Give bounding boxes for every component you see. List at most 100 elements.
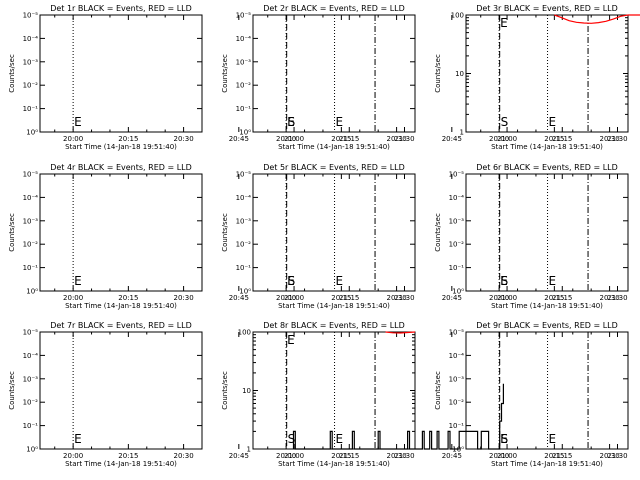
- y-tick-label: 10: [455, 70, 464, 78]
- panel-6: Det 6r BLACK = Events, RED = LLD 10⁰ 10⁻¹ 1…: [434, 163, 629, 310]
- marker-label-e: E: [74, 432, 82, 446]
- panel-4: Det 4r BLACK = Events, RED = LLD 10⁰ 10⁻¹ 1…: [8, 163, 415, 310]
- x-tick-label: 20:30: [173, 294, 193, 302]
- x-tick-label: 21:00: [284, 452, 304, 460]
- y-axis-label: Counts/sec: [8, 371, 16, 410]
- panel-title: Det 2r BLACK = Events, RED = LLD: [263, 4, 405, 13]
- y-tick-label: 10⁻⁴: [23, 194, 39, 202]
- x-tick-label: 20:15: [331, 452, 351, 460]
- panel-8: Det 8r BLACK = Events, RED = LLD 1 10 100 Co…: [221, 321, 628, 468]
- marker-label-e: E: [549, 432, 557, 446]
- x-tick-label: 20:15: [544, 452, 564, 460]
- y-axis-label: Counts/sec: [434, 213, 442, 252]
- x-tick-label: 20:30: [386, 452, 406, 460]
- y-axis-label: Counts/sec: [434, 371, 442, 410]
- y-tick-label: 10⁻³: [23, 58, 39, 66]
- x-tick-label: 21:15: [339, 294, 359, 302]
- x-tick-label: 20:00: [489, 294, 509, 302]
- marker-label-s: S: [501, 274, 509, 288]
- y-tick-label: 10⁻²: [236, 241, 252, 249]
- lld-series: [385, 331, 416, 334]
- panel-7: Det 7r BLACK = Events, RED = LLD 10⁰ 10⁻¹ 1…: [8, 321, 415, 468]
- x-tick-label: 20:45: [442, 452, 462, 460]
- x-tick-label: 20:00: [63, 452, 83, 460]
- x-tick-label: 20:30: [173, 452, 193, 460]
- y-axis-label: Counts/sec: [221, 213, 229, 252]
- y-tick-label: 10⁻⁴: [23, 352, 39, 360]
- panel-title: Det 5r BLACK = Events, RED = LLD: [263, 163, 405, 172]
- x-tick-label: 20:00: [63, 135, 83, 143]
- y-tick-label: 10⁰: [239, 288, 251, 296]
- y-tick-label: 10⁻³: [449, 375, 465, 383]
- y-axis-label: Counts/sec: [8, 213, 16, 252]
- y-tick-label: 10⁻⁴: [449, 352, 465, 360]
- plot-frame: [39, 331, 203, 450]
- x-tick-label: 21:15: [339, 135, 359, 143]
- marker-label-e: E: [287, 115, 295, 129]
- y-tick-label: 10⁻²: [23, 399, 39, 407]
- x-axis-label: Start Time (14-Jan-18 19:51:40): [65, 460, 177, 468]
- x-tick-label: 21:15: [552, 135, 572, 143]
- y-tick-label: 10⁰: [26, 446, 38, 454]
- x-tick-label: 20:15: [118, 452, 138, 460]
- plot-frame: [465, 14, 629, 133]
- y-axis-label: Counts/sec: [8, 54, 16, 93]
- marker-label-e: E: [500, 16, 508, 30]
- x-tick-label: 21:15: [339, 452, 359, 460]
- x-axis-label: Start Time (14-Jan-18 19:51:40): [278, 302, 390, 310]
- y-tick-label: 10⁻³: [236, 217, 252, 225]
- y-tick-label: 10⁻²: [23, 241, 39, 249]
- plot-frame: [252, 173, 416, 292]
- plot-frame: [465, 331, 629, 450]
- y-tick-label: 10⁻³: [23, 375, 39, 383]
- y-tick-label: 10⁻²: [449, 241, 465, 249]
- x-tick-label: 21:00: [284, 135, 304, 143]
- y-axis-label: Counts/sec: [434, 54, 442, 93]
- x-tick-label: 21:30: [607, 452, 627, 460]
- y-tick-label: 10⁻²: [236, 82, 252, 90]
- x-tick-label: 21:00: [497, 452, 517, 460]
- x-tick-label: 21:00: [497, 135, 517, 143]
- x-tick-label: 20:00: [63, 294, 83, 302]
- y-axis-label: Counts/sec: [221, 54, 229, 93]
- x-tick-label: 20:30: [173, 135, 193, 143]
- y-tick-label: 10⁻⁴: [236, 194, 252, 202]
- x-tick-label: 20:45: [229, 452, 249, 460]
- marker-label-e: E: [500, 432, 508, 446]
- y-tick-label: 10⁻¹: [236, 264, 252, 272]
- plot-frame: [39, 14, 203, 133]
- y-tick-label: 10⁻¹: [23, 422, 39, 430]
- y-tick-label: 10⁻¹: [236, 105, 252, 113]
- marker-label-s: S: [288, 274, 296, 288]
- y-tick-label: 10⁻³: [23, 217, 39, 225]
- marker-label-s: S: [501, 432, 509, 446]
- marker-label-e: E: [74, 115, 82, 129]
- panel-5: Det 5r BLACK = Events, RED = LLD 10⁰ 10⁻¹ 1…: [221, 163, 628, 310]
- x-axis-label: Start Time (14-Jan-18 19:51:40): [278, 143, 390, 151]
- x-tick-label: 20:45: [229, 135, 249, 143]
- lld-series: [554, 14, 640, 24]
- y-tick-label: 10⁻²: [449, 399, 465, 407]
- y-tick-label: 10⁻¹: [23, 264, 39, 272]
- plot-frame: [252, 14, 416, 133]
- x-tick-label: 20:30: [386, 135, 406, 143]
- y-tick-label: 10⁻⁵: [449, 171, 465, 179]
- y-tick-label: 1: [460, 129, 464, 137]
- marker-label-e: E: [336, 115, 344, 129]
- x-tick-label: 21:15: [552, 294, 572, 302]
- y-tick-label: 10⁰: [452, 446, 464, 454]
- y-tick-label: 10⁻³: [449, 217, 465, 225]
- panel-9: Det 9r BLACK = Events, RED = LLD 10⁰ 10⁻¹ 1…: [434, 321, 629, 468]
- y-tick-label: 1: [247, 446, 251, 454]
- y-tick-label: 10⁻⁴: [449, 194, 465, 202]
- y-tick-label: 10⁰: [26, 288, 38, 296]
- panel-title: Det 1r BLACK = Events, RED = LLD: [50, 4, 192, 13]
- x-tick-label: 21:30: [394, 294, 414, 302]
- y-tick-label: 10⁰: [239, 129, 251, 137]
- x-tick-label: 20:30: [599, 294, 619, 302]
- x-tick-label: 21:30: [394, 452, 414, 460]
- panel-title: Det 9r BLACK = Events, RED = LLD: [476, 321, 618, 330]
- x-tick-label: 20:15: [544, 294, 564, 302]
- y-tick-label: 10⁻⁵: [236, 171, 252, 179]
- y-tick-label: 10: [242, 387, 251, 395]
